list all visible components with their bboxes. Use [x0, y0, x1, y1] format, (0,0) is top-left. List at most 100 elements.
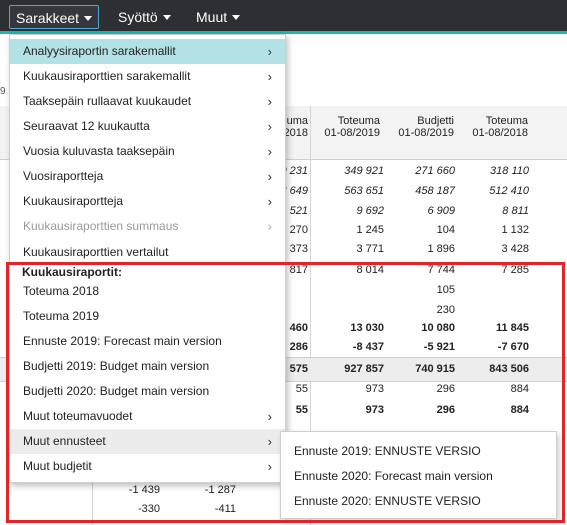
table-cell: 286: [289, 341, 308, 353]
menu-item-budjetti-2020[interactable]: Budjetti 2020: Budget main version: [10, 379, 285, 404]
table-cell: -411: [214, 503, 236, 515]
table-cell: 973: [365, 383, 384, 395]
chevron-right-icon: ›: [267, 459, 272, 474]
table-cell: 563 651: [344, 185, 384, 197]
table-cell: 11 845: [495, 322, 529, 334]
column-header: Budjetti 01-08/2019: [398, 115, 454, 139]
nav-syotto-menu[interactable]: Syöttö: [112, 5, 177, 29]
chevron-right-icon: ›: [267, 44, 272, 59]
chevron-right-icon: ›: [267, 119, 272, 134]
table-cell: 575: [289, 363, 308, 375]
table-cell: 8 014: [356, 264, 384, 276]
table-cell: 13 030: [350, 322, 384, 334]
menu-item-muut-budjetit[interactable]: Muut budjetit ›: [10, 454, 285, 479]
table-cell: -8 437: [352, 341, 384, 353]
table-cell: 740 915: [415, 363, 455, 375]
nav-sarakkeet-label: Sarakkeet: [16, 10, 80, 26]
menu-item-label: Muut toteumavuodet: [23, 409, 133, 423]
menu-item-kuukausiraporttien-vertailut[interactable]: Kuukausiraporttien vertailut: [10, 240, 285, 265]
table-cell: 318 110: [490, 165, 529, 177]
table-cell: 458 187: [415, 185, 455, 197]
table-cell: 373: [289, 243, 308, 255]
table-cell: 512 410: [489, 185, 529, 197]
menu-item-label: Budjetti 2020: Budget main version: [23, 384, 210, 398]
nav-sarakkeet-menu[interactable]: Sarakkeet: [9, 5, 100, 29]
chevron-right-icon: ›: [267, 69, 272, 84]
table-cell: 104: [436, 224, 455, 236]
chevron-right-icon: ›: [267, 409, 272, 424]
table-cell: 7 285: [501, 264, 529, 276]
top-nav-bar: Sarakkeet Syöttö Muut: [0, 0, 567, 34]
menu-item-label: Seuraavat 12 kuukautta: [23, 119, 150, 133]
table-cell: 8 811: [502, 205, 529, 217]
table-cell: 973: [365, 404, 384, 416]
table-cell: 9 692: [356, 205, 384, 217]
chevron-right-icon: ›: [267, 194, 272, 209]
menu-item-label: Kuukausiraportteja: [23, 194, 124, 208]
chevron-down-icon: [232, 14, 241, 20]
chevron-down-icon: [84, 15, 93, 21]
submenu-item-ennuste-2020-ennuste-versio[interactable]: Ennuste 2020: ENNUSTE VERSIO: [294, 494, 481, 508]
table-cell: 105: [436, 284, 455, 296]
menu-item-label: Vuosiraportteja: [23, 169, 104, 183]
menu-item-label: Kuukausiraporttien sarakemallit: [23, 69, 191, 83]
menu-item-muut-toteumavuodet[interactable]: Muut toteumavuodet ›: [10, 404, 285, 429]
menu-item-vuosia-kuluvasta[interactable]: Vuosia kuluvasta taaksepäin ›: [10, 139, 285, 164]
menu-item-ennuste-2019[interactable]: Ennuste 2019: Forecast main version: [10, 329, 285, 354]
table-cell: -5 921: [423, 341, 455, 353]
menu-item-label: Kuukausiraporttien summaus: [23, 219, 179, 233]
table-cell: -1 439: [128, 484, 160, 496]
table-cell: 3 649: [280, 185, 308, 197]
table-cell: 1 132: [501, 224, 529, 236]
nav-muut-label: Muut: [196, 9, 228, 25]
table-cell: 1 245: [356, 224, 384, 236]
menu-section-header: Kuukausiraportit:: [22, 265, 123, 279]
menu-item-toteuma-2018[interactable]: Toteuma 2018: [10, 279, 285, 304]
menu-item-kuukausiraportteja[interactable]: Kuukausiraportteja ›: [10, 189, 285, 214]
muut-ennusteet-submenu: Ennuste 2019: ENNUSTE VERSIO Ennuste 202…: [280, 431, 557, 519]
table-cell: 884: [510, 383, 529, 395]
menu-item-label: Toteuma 2018: [23, 284, 100, 298]
table-cell: 3 428: [501, 243, 529, 255]
menu-item-vuosiraportteja[interactable]: Vuosiraportteja ›: [10, 164, 285, 189]
table-cell: 271 660: [415, 165, 455, 177]
submenu-item-ennuste-2019-ennuste-versio[interactable]: Ennuste 2019: ENNUSTE VERSIO: [294, 444, 481, 458]
table-cell: 884: [510, 404, 529, 416]
partial-label: 9: [0, 86, 6, 97]
menu-item-seuraavat-12[interactable]: Seuraavat 12 kuukautta ›: [10, 114, 285, 139]
menu-item-taaksepain-rullaavat[interactable]: Taaksepäin rullaavat kuukaudet ›: [10, 89, 285, 114]
table-cell: 1 521: [280, 205, 308, 217]
chevron-down-icon: [162, 14, 171, 20]
chevron-right-icon: ›: [267, 94, 272, 109]
menu-item-label: Analyysiraportin sarakemallit: [23, 44, 176, 58]
menu-item-toteuma-2019[interactable]: Toteuma 2019: [10, 304, 285, 329]
table-cell: 55: [295, 404, 308, 416]
table-cell: 10 080: [421, 322, 455, 334]
sarakkeet-dropdown-menu: Analyysiraportin sarakemallit › Kuukausir…: [9, 34, 286, 483]
menu-item-label: Kuukausiraporttien vertailut: [23, 245, 169, 259]
chevron-right-icon: ›: [267, 169, 272, 184]
column-header: Toteuma 01-08/2018: [472, 115, 528, 139]
table-cell: -1 287: [204, 484, 236, 496]
menu-item-analyysiraportin-sarakemallit[interactable]: Analyysiraportin sarakemallit ›: [10, 39, 285, 64]
table-cell: -7 670: [497, 341, 529, 353]
table-cell: 927 857: [344, 363, 384, 375]
table-cell: 460: [289, 322, 308, 334]
menu-item-kuukausiraporttien-sarakemallit[interactable]: Kuukausiraporttien sarakemallit ›: [10, 64, 285, 89]
table-cell: 296: [436, 404, 455, 416]
menu-item-label: Budjetti 2019: Budget main version: [23, 359, 210, 373]
menu-item-label: Ennuste 2019: Forecast main version: [23, 334, 222, 348]
nav-muut-menu[interactable]: Muut: [190, 5, 246, 29]
table-cell: 1 896: [427, 243, 455, 255]
table-cell: 817: [289, 264, 308, 276]
menu-item-muut-ennusteet[interactable]: Muut ennusteet ›: [10, 429, 285, 454]
menu-item-label: Toteuma 2019: [23, 309, 100, 323]
table-cell: 3 771: [356, 243, 384, 255]
chevron-right-icon: ›: [267, 434, 272, 449]
submenu-item-ennuste-2020-forecast[interactable]: Ennuste 2020: Forecast main version: [294, 469, 493, 483]
table-cell: 55: [295, 383, 308, 395]
menu-item-budjetti-2019[interactable]: Budjetti 2019: Budget main version: [10, 354, 285, 379]
menu-item-kuukausiraporttien-summaus: Kuukausiraporttien summaus ›: [10, 214, 285, 239]
table-cell: 270: [289, 224, 308, 236]
menu-item-label: Muut budjetit: [23, 459, 92, 473]
